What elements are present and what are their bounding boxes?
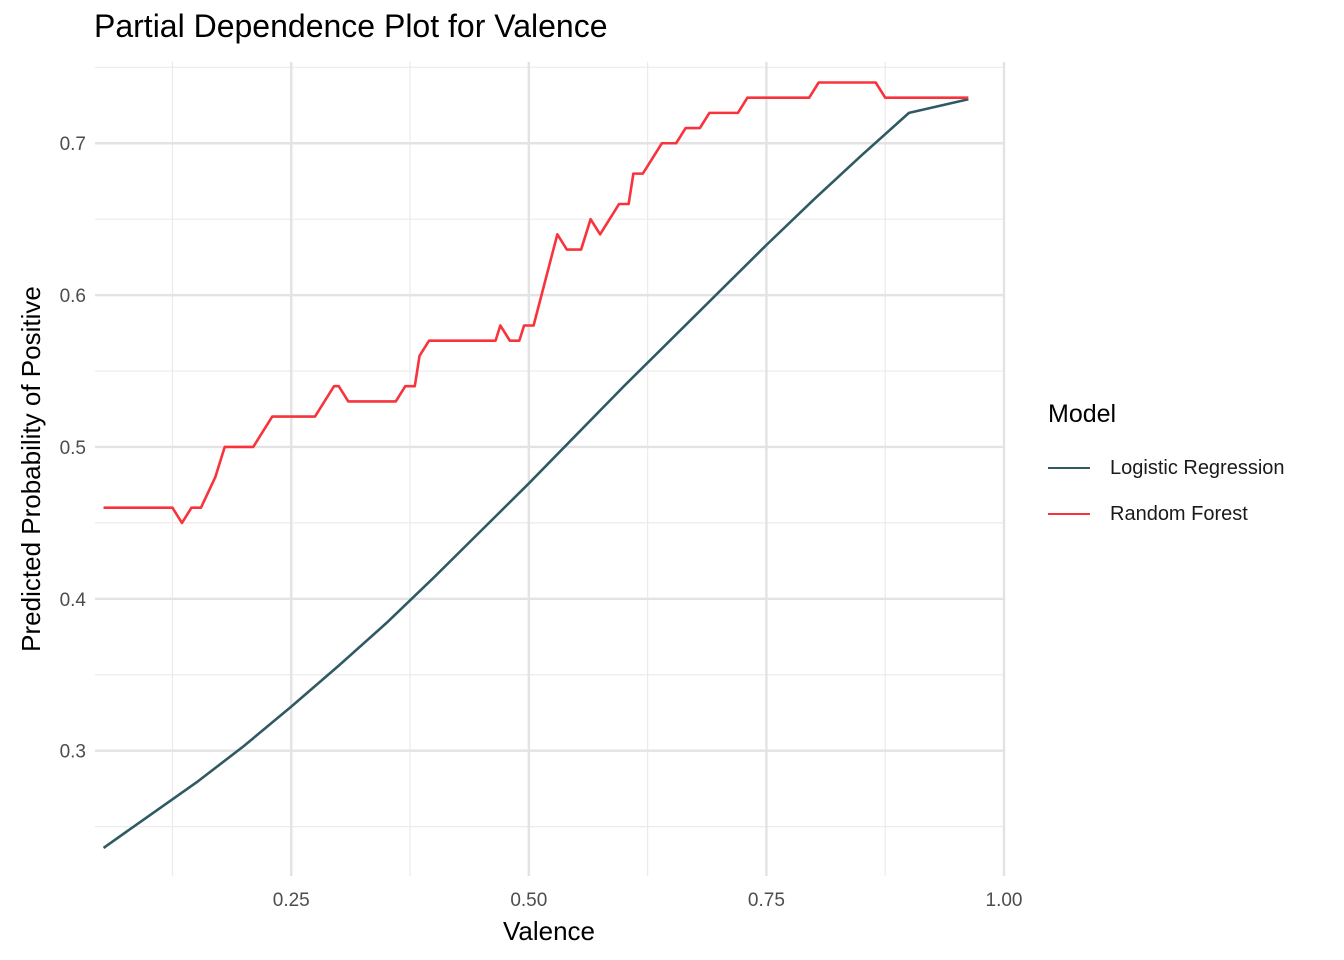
- legend-item-logistic-regression: Logistic Regression: [1048, 445, 1285, 491]
- grid: [95, 62, 1006, 876]
- y-tick-label-4: 0.7: [60, 134, 86, 155]
- x-tick-label-3: 1.00: [986, 890, 1023, 911]
- series-line-random-forest: [103, 81, 969, 525]
- y-tick-label-0: 0.3: [60, 742, 86, 763]
- series-line-logistic-regression: [102, 97, 969, 849]
- y-axis-label: Predicted Probability of Positive: [16, 286, 46, 652]
- y-tick-label-3: 0.6: [60, 286, 86, 307]
- legend-item-random-forest: Random Forest: [1048, 491, 1285, 537]
- y-tick-label-2: 0.5: [60, 438, 86, 459]
- y-tick-label-1: 0.4: [60, 590, 87, 611]
- legend-label-logistic-regression: Logistic Regression: [1110, 456, 1285, 479]
- legend-label-random-forest: Random Forest: [1110, 502, 1248, 525]
- x-axis: 0.25 0.50 0.75 1.00: [273, 890, 1023, 911]
- x-tick-label-1: 0.50: [510, 890, 547, 911]
- legend-key-random-forest: [1048, 513, 1090, 515]
- series-layer: [102, 81, 969, 849]
- chart-title: Partial Dependence Plot for Valence: [94, 8, 608, 44]
- legend-key-logistic-regression: [1048, 467, 1090, 469]
- x-tick-label-0: 0.25: [273, 890, 310, 911]
- y-axis: 0.3 0.4 0.5 0.6 0.7: [60, 134, 87, 762]
- x-axis-label: Valence: [503, 916, 595, 946]
- legend: Model Logistic Regression Random Forest: [1048, 400, 1285, 537]
- x-tick-label-2: 0.75: [748, 890, 785, 911]
- legend-title: Model: [1048, 400, 1117, 428]
